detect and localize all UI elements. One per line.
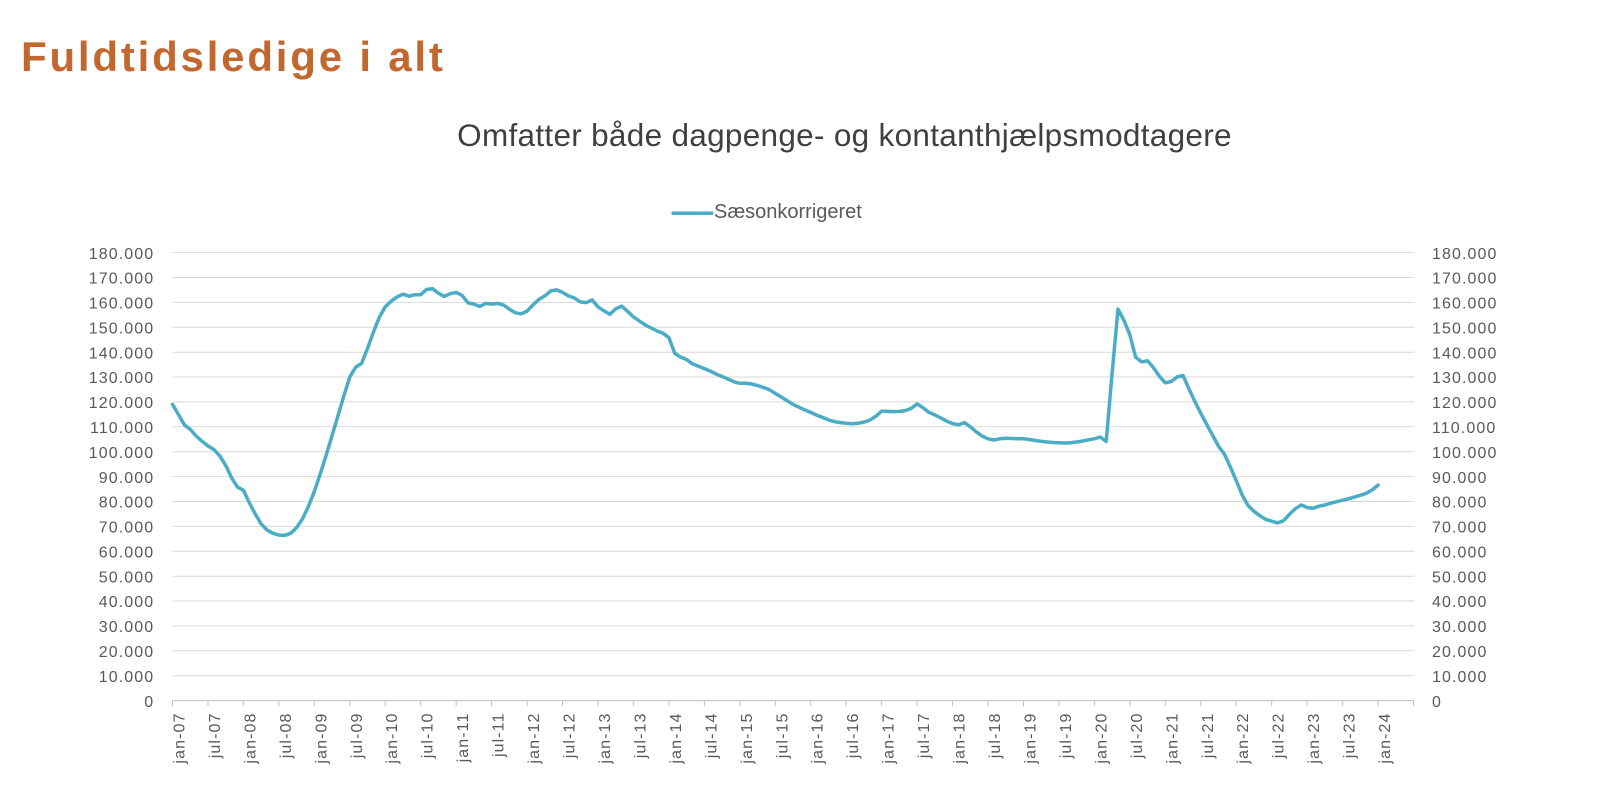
svg-text:jul-09: jul-09: [349, 713, 366, 760]
svg-text:jan-09: jan-09: [313, 713, 330, 765]
svg-text:160.000: 160.000: [89, 296, 155, 313]
svg-text:30.000: 30.000: [1432, 619, 1488, 636]
svg-text:10.000: 10.000: [99, 669, 155, 686]
svg-text:jan-15: jan-15: [739, 713, 756, 765]
svg-text:jan-21: jan-21: [1164, 713, 1181, 765]
svg-text:20.000: 20.000: [99, 644, 155, 661]
svg-text:100.000: 100.000: [89, 445, 155, 462]
svg-text:jul-21: jul-21: [1200, 713, 1217, 760]
svg-text:120.000: 120.000: [1432, 395, 1498, 412]
svg-text:jan-07: jan-07: [172, 713, 189, 765]
svg-text:jul-10: jul-10: [420, 713, 437, 760]
svg-text:20.000: 20.000: [1432, 644, 1488, 661]
svg-text:140.000: 140.000: [89, 345, 155, 362]
svg-text:jul-15: jul-15: [774, 713, 791, 760]
svg-text:jul-14: jul-14: [703, 713, 720, 760]
svg-text:jan-22: jan-22: [1235, 713, 1252, 765]
svg-text:10.000: 10.000: [1432, 669, 1488, 686]
svg-text:jan-13: jan-13: [597, 713, 614, 765]
svg-text:80.000: 80.000: [99, 495, 155, 512]
svg-text:50.000: 50.000: [99, 569, 155, 586]
svg-text:jul-16: jul-16: [845, 713, 862, 760]
svg-text:100.000: 100.000: [1432, 445, 1498, 462]
svg-text:180.000: 180.000: [89, 246, 155, 263]
svg-text:jul-17: jul-17: [916, 713, 933, 760]
svg-text:170.000: 170.000: [1432, 271, 1498, 288]
svg-text:Fuldtidsledige i alt: Fuldtidsledige i alt: [21, 33, 446, 80]
svg-text:140.000: 140.000: [1432, 345, 1498, 362]
svg-text:90.000: 90.000: [1432, 470, 1488, 487]
svg-text:jul-22: jul-22: [1271, 713, 1288, 760]
svg-text:120.000: 120.000: [89, 395, 155, 412]
svg-text:0: 0: [1432, 694, 1442, 711]
svg-text:130.000: 130.000: [1432, 370, 1498, 387]
svg-text:70.000: 70.000: [99, 520, 155, 537]
svg-text:jan-14: jan-14: [668, 713, 685, 765]
svg-text:40.000: 40.000: [99, 594, 155, 611]
svg-text:jul-19: jul-19: [1058, 713, 1075, 760]
svg-text:jul-12: jul-12: [562, 713, 579, 760]
svg-text:jul-11: jul-11: [491, 713, 508, 759]
svg-text:150.000: 150.000: [1432, 321, 1498, 338]
svg-text:jul-23: jul-23: [1342, 713, 1359, 760]
svg-text:jan-11: jan-11: [455, 713, 472, 764]
svg-text:Sæsonkorrigeret: Sæsonkorrigeret: [714, 201, 862, 223]
svg-text:110.000: 110.000: [90, 420, 154, 437]
svg-text:110.000: 110.000: [1432, 420, 1496, 437]
svg-text:jul-13: jul-13: [632, 713, 649, 760]
svg-text:Omfatter både dagpenge- og kon: Omfatter både dagpenge- og kontanthjælps…: [457, 117, 1232, 153]
svg-text:70.000: 70.000: [1432, 520, 1488, 537]
svg-text:60.000: 60.000: [1432, 545, 1488, 562]
svg-text:60.000: 60.000: [99, 545, 155, 562]
svg-text:90.000: 90.000: [99, 470, 155, 487]
svg-text:jul-07: jul-07: [207, 713, 224, 760]
svg-text:130.000: 130.000: [89, 370, 155, 387]
svg-text:180.000: 180.000: [1432, 246, 1498, 263]
svg-text:0: 0: [144, 694, 154, 711]
svg-text:30.000: 30.000: [99, 619, 155, 636]
svg-text:170.000: 170.000: [89, 271, 155, 288]
svg-text:160.000: 160.000: [1432, 296, 1498, 313]
svg-text:jul-08: jul-08: [278, 713, 295, 760]
svg-text:jul-18: jul-18: [987, 713, 1004, 760]
svg-text:jul-20: jul-20: [1129, 713, 1146, 760]
svg-text:jan-20: jan-20: [1093, 713, 1110, 765]
svg-text:jan-12: jan-12: [526, 713, 543, 765]
svg-text:80.000: 80.000: [1432, 495, 1488, 512]
svg-text:jan-18: jan-18: [952, 713, 969, 765]
svg-text:jan-16: jan-16: [810, 713, 827, 765]
svg-text:150.000: 150.000: [89, 321, 155, 338]
svg-text:jan-08: jan-08: [242, 713, 259, 765]
svg-text:40.000: 40.000: [1432, 594, 1488, 611]
svg-text:jan-19: jan-19: [1023, 713, 1040, 765]
svg-text:jan-23: jan-23: [1306, 713, 1323, 765]
svg-text:jan-17: jan-17: [881, 713, 898, 765]
svg-text:jan-10: jan-10: [384, 713, 401, 765]
svg-text:jan-24: jan-24: [1377, 713, 1394, 765]
svg-text:50.000: 50.000: [1432, 569, 1488, 586]
